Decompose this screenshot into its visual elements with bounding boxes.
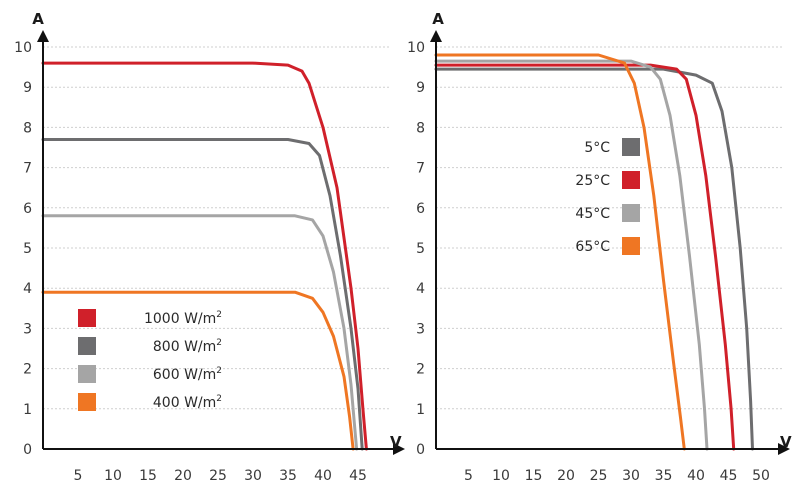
series-line-1 <box>434 67 754 451</box>
x-tick-label: 25 <box>209 468 227 484</box>
x-axis-arrow <box>778 443 790 455</box>
y-tick-label: 0 <box>416 442 425 458</box>
legend-label: 25°C <box>575 173 610 189</box>
series-line-4 <box>41 290 355 451</box>
y-axis-label: A <box>432 10 444 28</box>
series-line-3 <box>434 59 709 451</box>
x-tick-label: 30 <box>622 468 640 484</box>
y-tick-label: 4 <box>23 281 32 297</box>
x-tick-label: 20 <box>174 468 192 484</box>
series-line-1 <box>41 61 368 451</box>
series-line-2 <box>41 138 364 451</box>
x-tick-label: 5 <box>464 468 473 484</box>
x-tick-label: 40 <box>687 468 705 484</box>
y-tick-label: 5 <box>416 241 425 257</box>
legend-swatch <box>78 365 96 383</box>
series-line-4 <box>434 53 686 451</box>
legend-label: 1000 W/m2 <box>144 310 222 327</box>
legend: 1000 W/m2 800 W/m2 600 W/m2 400 W/m2 <box>78 309 222 411</box>
legend-swatch <box>622 138 640 156</box>
legend-label: 65°C <box>575 239 610 255</box>
x-tick-label: 35 <box>655 468 673 484</box>
y-tick-label: 3 <box>416 321 425 337</box>
series-line-2 <box>434 63 736 451</box>
legend-label: 400 W/m2 <box>153 394 222 411</box>
y-tick-label: 8 <box>416 120 425 136</box>
x-tick-label: 35 <box>279 468 297 484</box>
y-axis-arrow <box>37 30 49 42</box>
x-tick-label: 20 <box>557 468 575 484</box>
legend-label: 800 W/m2 <box>153 338 222 355</box>
x-tick-label: 30 <box>244 468 262 484</box>
y-tick-label: 7 <box>416 161 425 177</box>
x-tick-label: 45 <box>720 468 738 484</box>
y-tick-label: 4 <box>416 281 425 297</box>
y-tick-label: 2 <box>416 362 425 378</box>
gridlines <box>43 46 389 410</box>
x-tick-label: 45 <box>349 468 367 484</box>
y-tick-label: 9 <box>23 80 32 96</box>
legend-swatch <box>622 237 640 255</box>
y-tick-label: 8 <box>23 120 32 136</box>
legend-swatch <box>622 171 640 189</box>
legend-label: 45°C <box>575 206 610 222</box>
x-tick-label: 15 <box>525 468 543 484</box>
y-tick-label: 1 <box>23 402 32 418</box>
y-tick-label: 3 <box>23 321 32 337</box>
y-tick-label: 0 <box>23 442 32 458</box>
x-axis-label: V <box>390 433 402 451</box>
x-tick-label: 5 <box>74 468 83 484</box>
x-axis-label: V <box>780 433 792 451</box>
y-axis-arrow <box>430 30 442 42</box>
legend-swatch <box>78 337 96 355</box>
x-tick-label: 40 <box>314 468 332 484</box>
legend-swatch <box>78 393 96 411</box>
x-tick-label: 50 <box>752 468 770 484</box>
legend-swatch <box>78 309 96 327</box>
legend-label: 5°C <box>584 140 610 156</box>
y-tick-label: 6 <box>416 201 425 217</box>
x-tick-label: 25 <box>590 468 608 484</box>
legend-swatch <box>622 204 640 222</box>
y-tick-label: 10 <box>407 40 425 56</box>
y-tick-label: 9 <box>416 80 425 96</box>
y-tick-label: 7 <box>23 161 32 177</box>
y-tick-label: 2 <box>23 362 32 378</box>
gridlines <box>436 46 782 410</box>
y-tick-label: 6 <box>23 201 32 217</box>
x-tick-label: 15 <box>139 468 157 484</box>
y-tick-label: 5 <box>23 241 32 257</box>
legend-label: 600 W/m2 <box>153 366 222 383</box>
x-axis-arrow <box>393 443 405 455</box>
x-tick-label: 10 <box>492 468 510 484</box>
legend: 5°C 25°C 45°C 65°C <box>575 138 640 255</box>
x-tick-label: 10 <box>104 468 122 484</box>
y-tick-label: 1 <box>416 402 425 418</box>
y-axis-label: A <box>32 10 44 28</box>
series-line-3 <box>41 214 359 451</box>
y-tick-label: 10 <box>14 40 32 56</box>
